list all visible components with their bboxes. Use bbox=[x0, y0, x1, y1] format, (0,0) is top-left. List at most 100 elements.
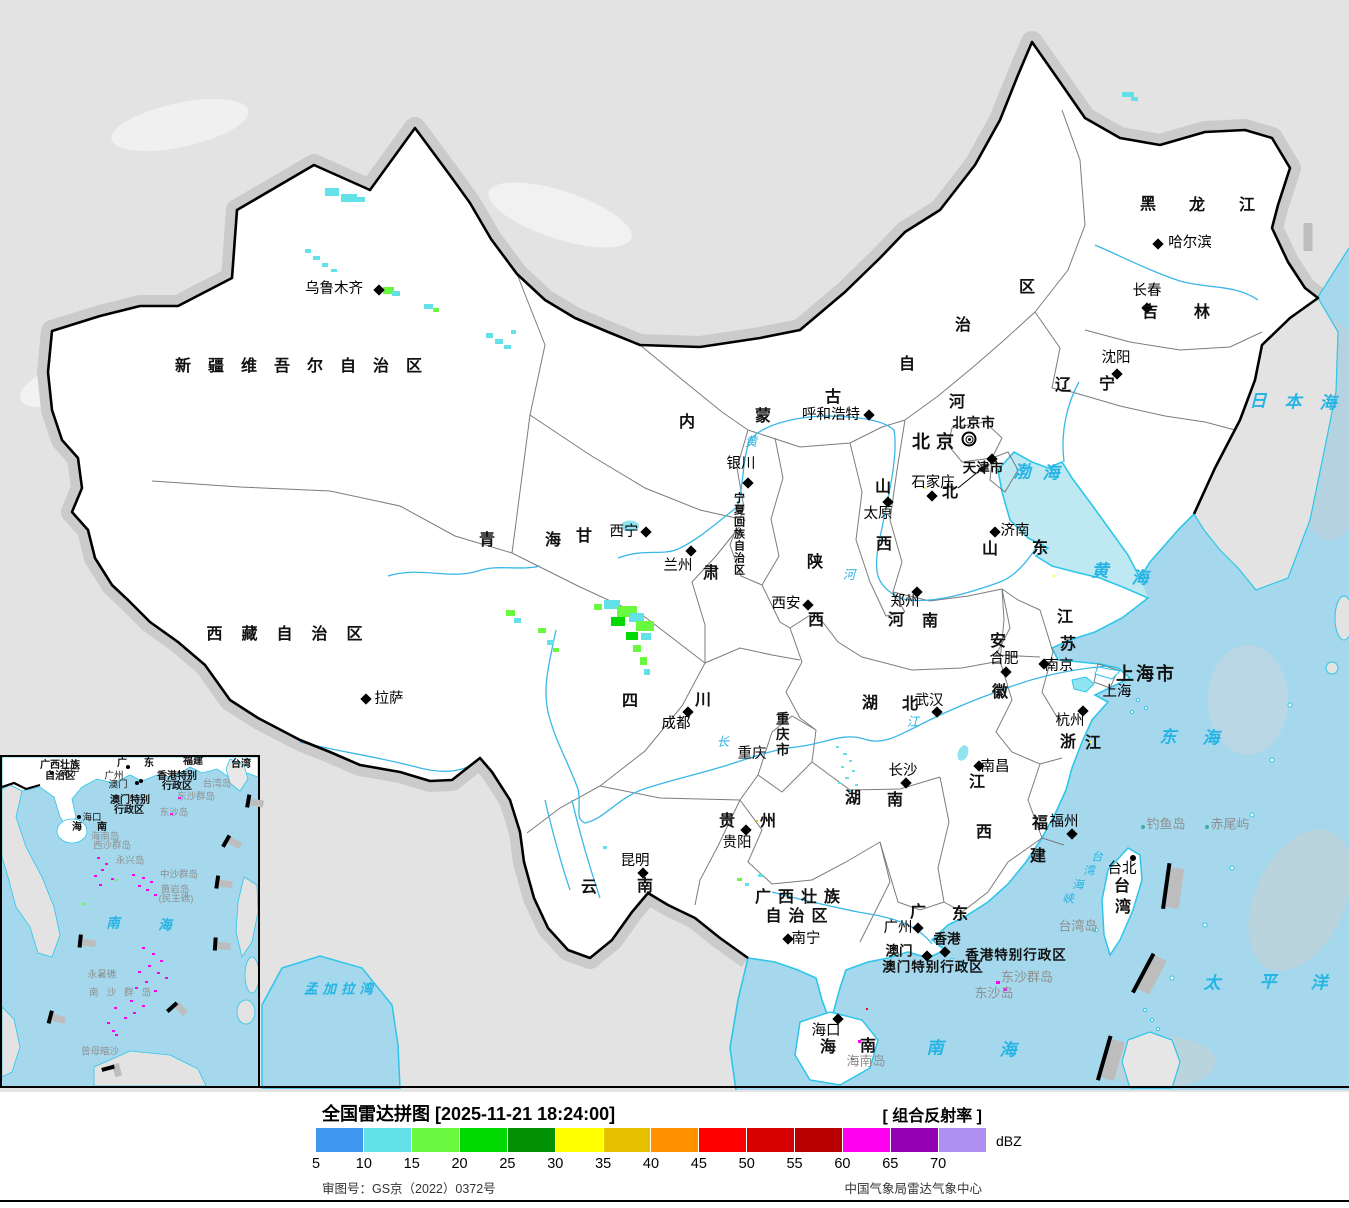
province-boundaries bbox=[151, 109, 1263, 943]
colorbar-tick: 15 bbox=[403, 1156, 420, 1172]
map-label: 海 bbox=[158, 917, 172, 933]
inset-vietnam bbox=[2, 784, 61, 958]
map-label: 中沙群岛 bbox=[159, 869, 199, 881]
radar-echo bbox=[133, 1012, 136, 1014]
tianjin-arrow bbox=[957, 466, 985, 489]
page-frame-bottom bbox=[0, 1200, 1349, 1202]
map-label: 台湾 bbox=[231, 759, 251, 770]
radar-echo bbox=[150, 881, 153, 883]
colorbar-tick: 30 bbox=[547, 1156, 564, 1172]
legend-color-cell bbox=[891, 1128, 938, 1152]
dash-line-shadow bbox=[51, 1013, 67, 1025]
radar-echo bbox=[112, 1030, 115, 1032]
chongming-island bbox=[1094, 666, 1122, 680]
inset-philippines bbox=[236, 999, 256, 1025]
national-border bbox=[46, 40, 1320, 960]
colorbar-tick: 70 bbox=[930, 1156, 947, 1172]
legend-color-cell bbox=[555, 1128, 603, 1152]
radar-echo bbox=[107, 1022, 110, 1024]
legend-color-cell bbox=[603, 1128, 651, 1152]
inset-taiwan bbox=[225, 758, 249, 792]
map-label: 东沙岛 bbox=[159, 807, 189, 819]
tianjin-arrowhead bbox=[979, 464, 988, 473]
colorbar-tick: 50 bbox=[738, 1156, 755, 1172]
map-label: 广西壮族 bbox=[40, 760, 80, 771]
radar-echo bbox=[154, 894, 157, 896]
map-label: 南 bbox=[97, 822, 107, 833]
taihu-lake bbox=[1071, 676, 1095, 693]
map-label: 黄岩岛 bbox=[160, 884, 190, 896]
legend-color-cell bbox=[363, 1128, 411, 1152]
credit: 中国气象局雷达气象中心 bbox=[844, 1182, 982, 1196]
colorbar-tick: 60 bbox=[834, 1156, 851, 1172]
map-label: 永兴岛 bbox=[115, 855, 145, 867]
inset-national-border bbox=[2, 781, 41, 791]
radar-echo bbox=[97, 857, 100, 859]
map-label: 东 bbox=[144, 758, 154, 769]
colorbar-tick: 55 bbox=[786, 1156, 803, 1172]
inset-malay bbox=[2, 1006, 21, 1078]
legend-unit: dBZ bbox=[996, 1133, 1022, 1149]
radar-echo bbox=[165, 977, 168, 979]
map-label: 海南岛 bbox=[90, 831, 120, 843]
radar-echo bbox=[115, 1034, 118, 1036]
map-label: 南宁 bbox=[60, 767, 80, 779]
city-marker bbox=[135, 781, 139, 785]
radar-echo bbox=[94, 875, 97, 877]
radar-echo bbox=[138, 971, 141, 973]
legend-product: [ 组合反射率 ] bbox=[882, 1108, 982, 1125]
colorbar-tick: 20 bbox=[451, 1156, 468, 1172]
radar-echo bbox=[130, 1000, 133, 1002]
radar-echo bbox=[101, 869, 104, 871]
inset-borneo bbox=[93, 1050, 207, 1086]
colorbar-tick: 45 bbox=[690, 1156, 707, 1172]
japan-island bbox=[1334, 595, 1349, 641]
radar-echo bbox=[105, 863, 108, 865]
legend-color-cell bbox=[938, 1128, 986, 1152]
radar-echo bbox=[142, 877, 145, 879]
map-label: 福建 bbox=[183, 756, 203, 767]
radar-echo bbox=[142, 1005, 145, 1007]
map-label: 自治区 bbox=[45, 771, 75, 782]
map-label: 南 bbox=[106, 915, 120, 931]
legend-color-cell bbox=[651, 1128, 699, 1152]
dash-line-shadow bbox=[82, 938, 96, 948]
radar-echo bbox=[111, 878, 114, 880]
terrain-shade bbox=[488, 182, 632, 248]
dash-line-shadow bbox=[219, 879, 233, 889]
radar-echo bbox=[124, 1017, 127, 1019]
radar-echo bbox=[132, 874, 135, 876]
map-review-number: 审图号：GS京（2022）0372号 bbox=[322, 1182, 496, 1196]
legend-color-cell bbox=[316, 1128, 363, 1152]
radar-echo bbox=[170, 813, 173, 815]
map-label: 澳门特别 bbox=[110, 795, 150, 806]
map-label: 海 bbox=[72, 822, 82, 833]
luzon-island bbox=[1121, 1031, 1181, 1089]
city-marker bbox=[139, 779, 143, 783]
radar-echo bbox=[135, 987, 138, 989]
dash-line-shadow bbox=[227, 836, 243, 850]
map-label: 南沙群岛 bbox=[88, 987, 160, 999]
map-label: 行政区 bbox=[162, 781, 192, 792]
map-label: 海口 bbox=[82, 812, 102, 824]
radar-echo bbox=[82, 903, 85, 905]
china-coastline bbox=[729, 450, 1195, 1091]
south-china-sea-inset: 广西壮族 自治区 南宁广东广州 福建 台湾 香港特别 行政区 澳门 澳门特别 行政区 台湾岛 东沙群岛… bbox=[0, 755, 265, 1088]
inset-geography bbox=[2, 757, 258, 1086]
bay-of-bengal bbox=[261, 955, 401, 1089]
radar-echo bbox=[115, 879, 118, 881]
legend-color-cell bbox=[459, 1128, 507, 1152]
qinghai-lake bbox=[621, 520, 639, 532]
colorbar-ticks: 5 10 15 20 25 30 35 40 45 50 55 60 65 70 bbox=[312, 1156, 986, 1174]
radar-echo bbox=[114, 1007, 117, 1009]
bohai-sea bbox=[998, 452, 1148, 598]
map-frame-bottom bbox=[0, 1086, 1349, 1088]
colorbar-tick: 65 bbox=[882, 1156, 899, 1172]
legend-color-cell bbox=[795, 1128, 843, 1152]
map-label: 永暑礁 bbox=[87, 969, 117, 981]
radar-echo bbox=[146, 889, 149, 891]
radar-echo bbox=[154, 990, 157, 992]
dash-line-shadow bbox=[249, 798, 265, 808]
poyang-lake bbox=[957, 745, 969, 761]
